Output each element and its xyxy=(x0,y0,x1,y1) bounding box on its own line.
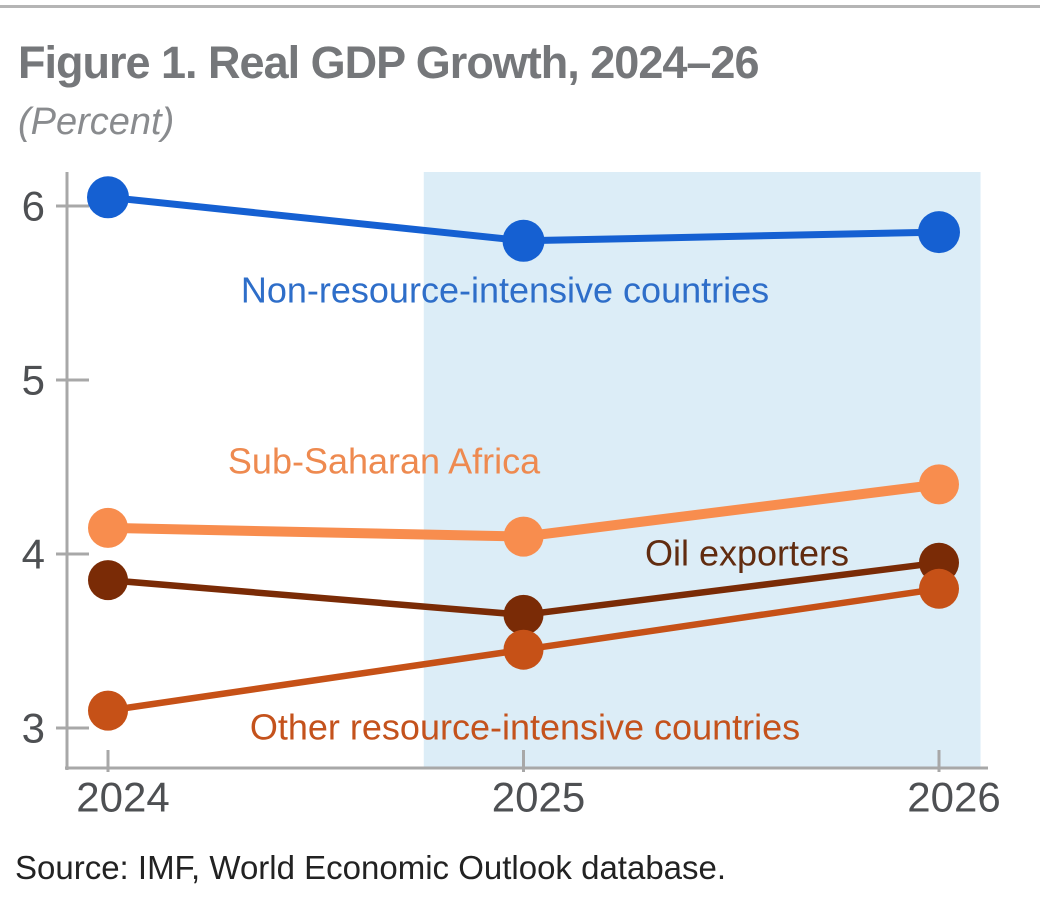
data-point-other-resource-intensive-countries-2026 xyxy=(919,568,959,609)
data-point-oil-exporters-2024 xyxy=(88,560,128,601)
y-axis-tick-label-3: 3 xyxy=(22,705,45,752)
figure-units-subtitle: (Percent) xyxy=(18,101,175,143)
top-divider-rule xyxy=(0,5,1040,8)
series-label-oil-exporters: Oil exporters xyxy=(645,533,849,574)
series-label-sub-saharan-africa: Sub-Saharan Africa xyxy=(228,441,541,482)
x-axis-tick-label-2024: 2024 xyxy=(76,774,169,821)
data-point-sub-saharan-africa-2026 xyxy=(919,464,959,505)
data-point-other-resource-intensive-countries-2025 xyxy=(503,629,544,670)
source-note: Source: IMF, World Economic Outlook data… xyxy=(15,849,727,886)
y-axis-tick-label-6: 6 xyxy=(22,183,45,230)
data-point-sub-saharan-africa-2024 xyxy=(88,507,128,548)
data-point-oil-exporters-2025 xyxy=(503,594,544,635)
y-axis-tick-label-5: 5 xyxy=(22,357,45,404)
figure-title: Figure 1. Real GDP Growth, 2024–26 xyxy=(18,37,759,88)
data-point-non-resource-intensive-countries-2024 xyxy=(87,176,129,219)
series-label-non-resource-intensive-countries: Non-resource-intensive countries xyxy=(241,270,769,311)
y-axis-tick-label-4: 4 xyxy=(22,531,45,578)
series-label-other-resource-intensive-countries: Other resource-intensive countries xyxy=(250,707,800,748)
x-axis-tick-label-2025: 2025 xyxy=(492,774,585,821)
data-point-non-resource-intensive-countries-2025 xyxy=(502,219,545,262)
data-point-sub-saharan-africa-2025 xyxy=(503,516,544,557)
data-point-non-resource-intensive-countries-2026 xyxy=(918,211,960,254)
x-axis-tick-label-2026: 2026 xyxy=(907,774,1000,821)
data-point-other-resource-intensive-countries-2024 xyxy=(88,690,128,731)
